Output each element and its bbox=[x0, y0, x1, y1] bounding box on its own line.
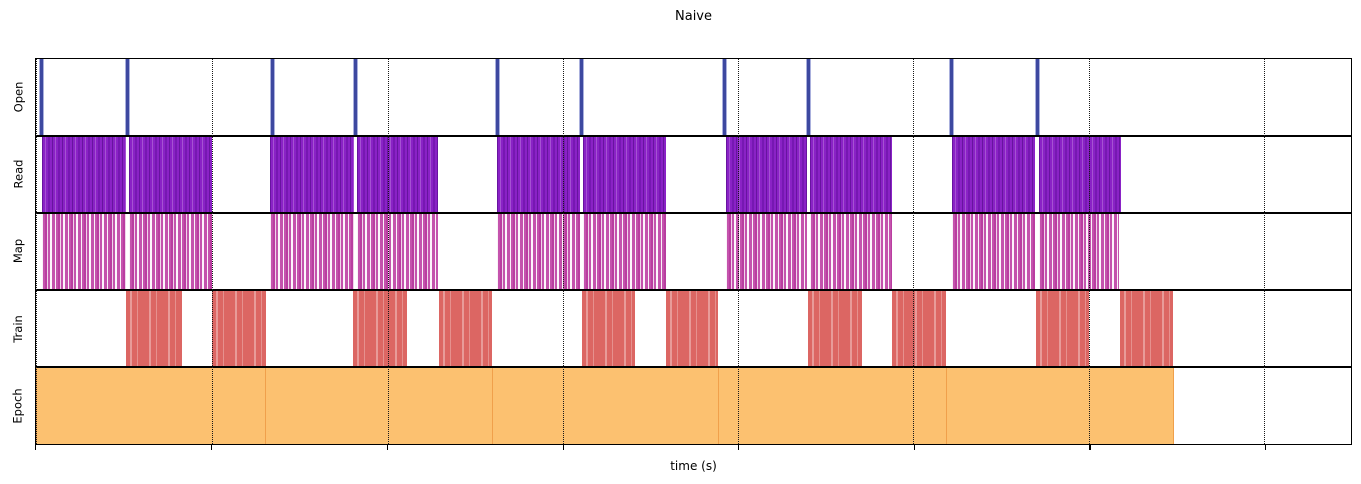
y-label-map: Map bbox=[4, 213, 32, 290]
x-gridline bbox=[211, 59, 213, 444]
row-epoch bbox=[36, 367, 1351, 444]
open-event-marker bbox=[579, 59, 585, 136]
map-span bbox=[270, 213, 355, 290]
x-gridline bbox=[1264, 59, 1266, 444]
y-label-text: Read bbox=[11, 159, 25, 189]
open-event-marker bbox=[39, 59, 45, 136]
train-span bbox=[126, 290, 183, 367]
row-map bbox=[36, 213, 1351, 290]
y-axis-labels: Open Read Map Train Epoch bbox=[4, 58, 32, 445]
open-event-marker bbox=[1034, 59, 1040, 136]
open-event-marker bbox=[269, 59, 275, 136]
y-label-open: Open bbox=[4, 58, 32, 135]
train-span bbox=[353, 290, 408, 367]
open-event-marker bbox=[125, 59, 131, 136]
x-gridline bbox=[1088, 59, 1090, 444]
x-gridline bbox=[36, 59, 37, 444]
y-label-text: Open bbox=[11, 81, 25, 113]
row-read bbox=[36, 136, 1351, 213]
y-label-text: Map bbox=[11, 239, 25, 264]
map-span bbox=[583, 213, 666, 290]
open-event-marker bbox=[494, 59, 500, 136]
row-separator bbox=[36, 135, 1351, 137]
train-span bbox=[1120, 290, 1174, 367]
y-label-train: Train bbox=[4, 290, 32, 367]
x-tick-mark bbox=[35, 445, 37, 450]
x-axis-label: time (s) bbox=[670, 459, 717, 473]
chart-title: Naive bbox=[675, 9, 712, 24]
read-span bbox=[951, 136, 1036, 213]
x-tick-mark bbox=[913, 445, 916, 450]
row-separator bbox=[36, 366, 1351, 368]
map-span bbox=[951, 213, 1036, 290]
read-span bbox=[41, 136, 127, 213]
train-span bbox=[665, 290, 719, 367]
y-label-text: Train bbox=[11, 315, 25, 343]
row-separator bbox=[36, 212, 1351, 214]
map-span bbox=[810, 213, 893, 290]
epoch-span bbox=[492, 367, 720, 444]
epoch-span bbox=[946, 367, 1174, 444]
row-train bbox=[36, 290, 1351, 367]
x-gridline bbox=[387, 59, 389, 444]
read-span bbox=[1038, 136, 1122, 213]
epoch-span bbox=[719, 367, 947, 444]
x-tick-mark bbox=[562, 445, 564, 450]
train-span bbox=[1036, 290, 1089, 367]
row-open bbox=[36, 59, 1351, 136]
x-tick-mark bbox=[738, 445, 740, 450]
x-tick-mark bbox=[211, 445, 213, 450]
read-span bbox=[810, 136, 893, 213]
x-axis-ticks bbox=[35, 445, 1352, 451]
map-span bbox=[496, 213, 580, 290]
train-span bbox=[212, 290, 266, 367]
epoch-span bbox=[266, 367, 493, 444]
read-span bbox=[270, 136, 355, 213]
x-gridline bbox=[562, 59, 564, 444]
x-tick-mark bbox=[1089, 445, 1091, 450]
train-span bbox=[807, 290, 863, 367]
train-span bbox=[892, 290, 947, 367]
open-event-marker bbox=[806, 59, 812, 136]
x-tick-mark bbox=[1264, 445, 1267, 450]
open-event-marker bbox=[949, 59, 955, 136]
x-tick-mark bbox=[387, 445, 389, 450]
read-span bbox=[583, 136, 666, 213]
y-label-epoch: Epoch bbox=[4, 368, 32, 445]
y-label-text: Epoch bbox=[11, 388, 25, 424]
read-span bbox=[357, 136, 438, 213]
x-gridline bbox=[913, 59, 915, 444]
train-span bbox=[439, 290, 493, 367]
y-label-read: Read bbox=[4, 135, 32, 212]
map-span bbox=[1038, 213, 1120, 290]
plot-area bbox=[35, 58, 1352, 445]
x-gridline bbox=[738, 59, 740, 444]
read-span bbox=[129, 136, 213, 213]
map-span bbox=[129, 213, 213, 290]
read-span bbox=[496, 136, 580, 213]
map-span bbox=[357, 213, 438, 290]
epoch-span bbox=[36, 367, 267, 444]
row-separator bbox=[36, 289, 1351, 291]
open-event-marker bbox=[353, 59, 359, 136]
open-event-marker bbox=[721, 59, 727, 136]
map-span bbox=[41, 213, 127, 290]
train-span bbox=[581, 290, 635, 367]
